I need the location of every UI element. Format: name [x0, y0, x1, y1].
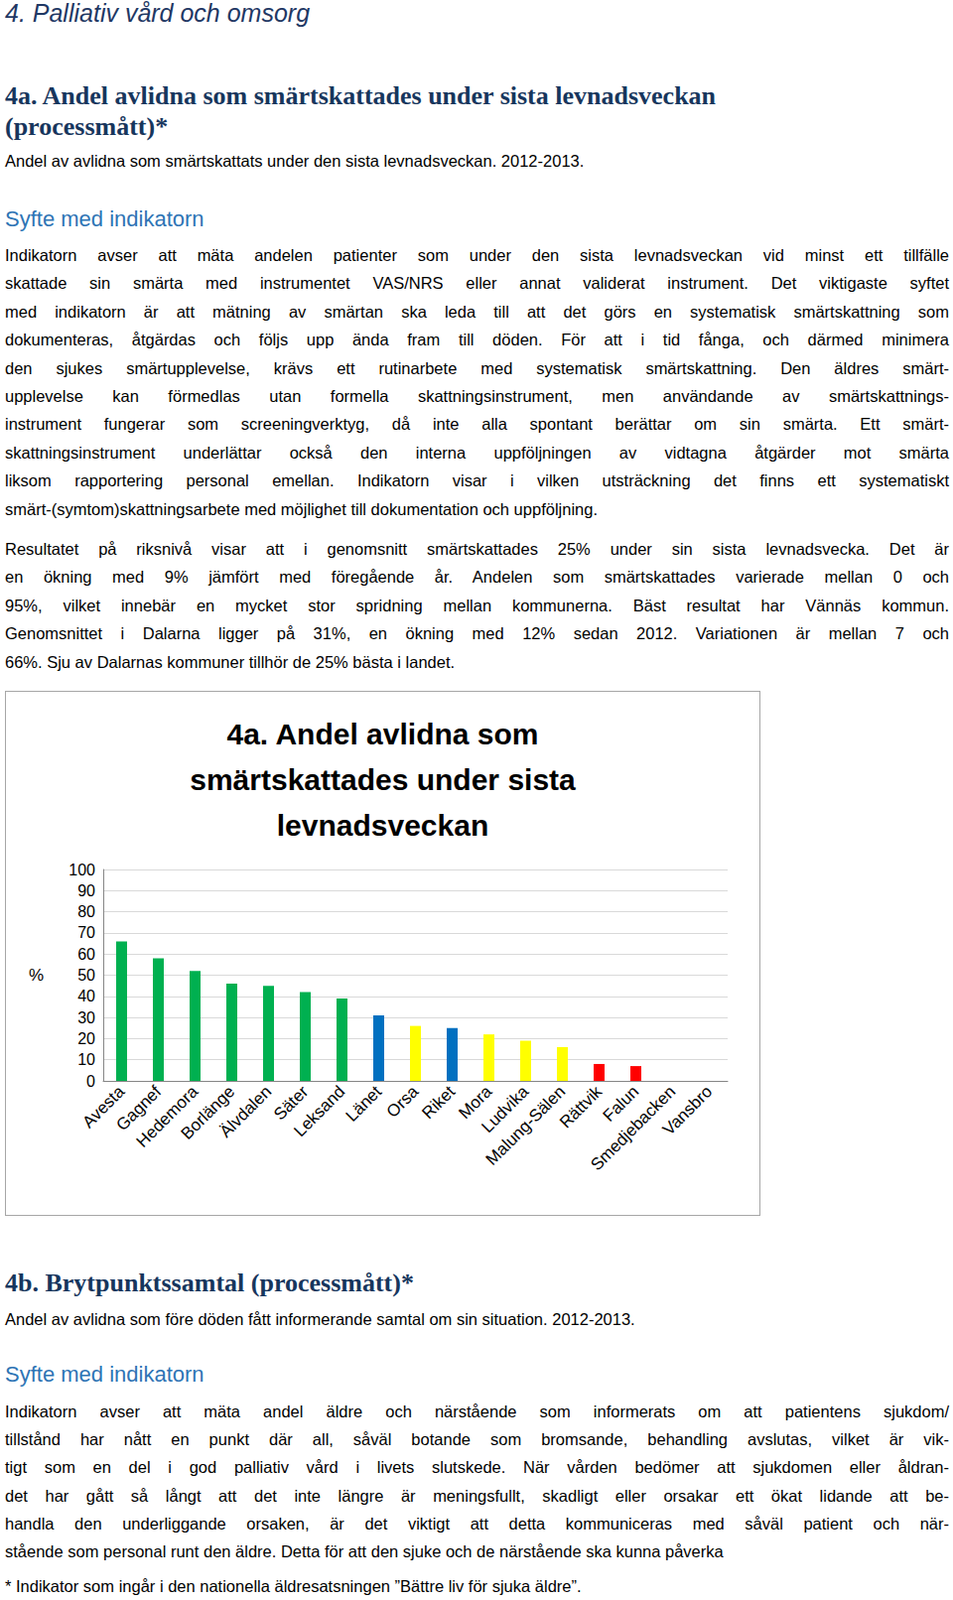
svg-text:50: 50: [77, 966, 96, 984]
svg-text:Rättvik: Rättvik: [555, 1082, 606, 1132]
svg-text:Orsa: Orsa: [383, 1082, 423, 1122]
svg-text:Hedemora: Hedemora: [132, 1082, 202, 1152]
svg-text:80: 80: [77, 903, 96, 921]
svg-text:60: 60: [77, 946, 96, 963]
svg-text:4a. Andel avlidna som: 4a. Andel avlidna som: [227, 717, 540, 751]
svg-text:90: 90: [77, 882, 96, 900]
svg-text:100: 100: [68, 861, 96, 879]
html-text:tigt som en del i god palliati: tigt som en del i god palliativ vård i l…: [4, 1458, 950, 1477]
svg-text:Länet: Länet: [342, 1082, 387, 1126]
svg-text:70: 70: [77, 924, 96, 942]
html-text:en ökning med 9% jämfört med f: en ökning med 9% jämfört med föregående …: [4, 568, 950, 587]
svg-text:smärtskattades under sista: smärtskattades under sista: [189, 763, 576, 797]
html-text:Resultatet på riksnivå visar a: Resultatet på riksnivå visar att i genom…: [4, 540, 950, 558]
svg-text:30: 30: [77, 1009, 96, 1027]
html-text:Genomsnittet i Dalarna ligger: Genomsnittet i Dalarna ligger på 31%, en…: [4, 624, 950, 643]
svg-text:Falun: Falun: [599, 1082, 643, 1126]
html-text:Indikatorn avser att mäta ande: Indikatorn avser att mäta andelen patien…: [4, 246, 950, 265]
html-text:upplevelse kan förmedlas utan: upplevelse kan förmedlas utan formella s…: [4, 387, 950, 406]
svg-text:Vansbro: Vansbro: [659, 1082, 716, 1139]
svg-text:0: 0: [86, 1073, 96, 1090]
html-text:skattade sin smärta med instru: skattade sin smärta med instrumentet VAS…: [4, 274, 950, 293]
html-text:med indikatorn är att mätning: med indikatorn är att mätning av smärtan…: [4, 302, 950, 321]
svg-text:Avesta: Avesta: [78, 1082, 129, 1132]
html-text:liksom rapportering personal e: liksom rapportering personal emellan. In…: [4, 471, 950, 490]
svg-text:Älvdalen: Älvdalen: [216, 1082, 276, 1142]
html-text:4. Palliativ vård och omsorg: 4. Palliativ vård och omsorg: [4, 0, 310, 27]
svg-text:Gagnef: Gagnef: [112, 1082, 165, 1135]
html-text:instrument fungerar som screen: instrument fungerar som screeningverktyg…: [4, 415, 950, 434]
html-text:66%. Sju av Dalarnas kommuner: 66%. Sju av Dalarnas kommuner tillhör de…: [4, 652, 455, 671]
svg-text:Leksand: Leksand: [289, 1082, 349, 1141]
svg-text:%: %: [28, 965, 44, 985]
svg-text:Säter: Säter: [270, 1082, 312, 1125]
svg-text:Smedjebacken: Smedjebacken: [586, 1082, 680, 1175]
html-text:Syfte med indikatorn: Syfte med indikatorn: [4, 206, 205, 232]
svg-text:Riket: Riket: [417, 1082, 459, 1123]
html-text:(processmått)*: (processmått)*: [4, 112, 168, 141]
svg-text:10: 10: [77, 1051, 96, 1069]
html-text:stående som personal runt den: stående som personal runt den äldre. Det…: [4, 1542, 724, 1561]
svg-text:Mora: Mora: [455, 1082, 496, 1123]
html-text:Andel av avlidna som före döde: Andel av avlidna som före döden fått inf…: [4, 1310, 636, 1329]
html-text:dokumenteras, åtgärdas och föl: dokumenteras, åtgärdas och följs upp änd…: [4, 330, 950, 349]
html-text:smärt-(symtom)skattningsarbete: smärt-(symtom)skattningsarbete med möjli…: [4, 499, 598, 518]
html-text:handla den underliggande orsak: handla den underliggande orsaken, är det…: [4, 1514, 950, 1533]
html-text:* Indikator som ingår i den na: * Indikator som ingår i den nationella ä…: [4, 1577, 582, 1596]
svg-text:40: 40: [77, 987, 96, 1005]
html-text:Andel av avlidna som smärtskat: Andel av avlidna som smärtskattats under…: [4, 151, 585, 170]
html-text:4a. Andel avlidna som smärtska: 4a. Andel avlidna som smärtskattades und…: [4, 81, 716, 111]
html-text:det har gått så långt att det: det har gått så långt att det inte längr…: [4, 1486, 950, 1505]
html-text:den sjukes smärtupplevelse, kr: den sjukes smärtupplevelse, krävs ett ru…: [4, 358, 950, 377]
html-text:Indikatorn avser att mäta ande: Indikatorn avser att mäta andel äldre oc…: [4, 1402, 950, 1421]
html-text:skattningsinstrument underlätt: skattningsinstrument underlättar också d…: [4, 443, 950, 462]
html-text:4b. Brytpunktssamtal (processm: 4b. Brytpunktssamtal (processmått)*: [4, 1268, 414, 1298]
html-text:95%, vilket innebär en mycket: 95%, vilket innebär en mycket stor sprid…: [4, 596, 950, 615]
html-text:tillstånd har nått en punkt dä: tillstånd har nått en punkt där all, såv…: [4, 1430, 950, 1449]
svg-text:20: 20: [77, 1030, 96, 1048]
svg-text:Malung-Sälen: Malung-Sälen: [482, 1082, 570, 1170]
svg-text:Borlänge: Borlänge: [177, 1082, 239, 1144]
svg-text:Ludvika: Ludvika: [477, 1082, 533, 1137]
html-text:Syfte med indikatorn: Syfte med indikatorn: [4, 1361, 205, 1387]
svg-text:levnadsveckan: levnadsveckan: [276, 809, 489, 842]
